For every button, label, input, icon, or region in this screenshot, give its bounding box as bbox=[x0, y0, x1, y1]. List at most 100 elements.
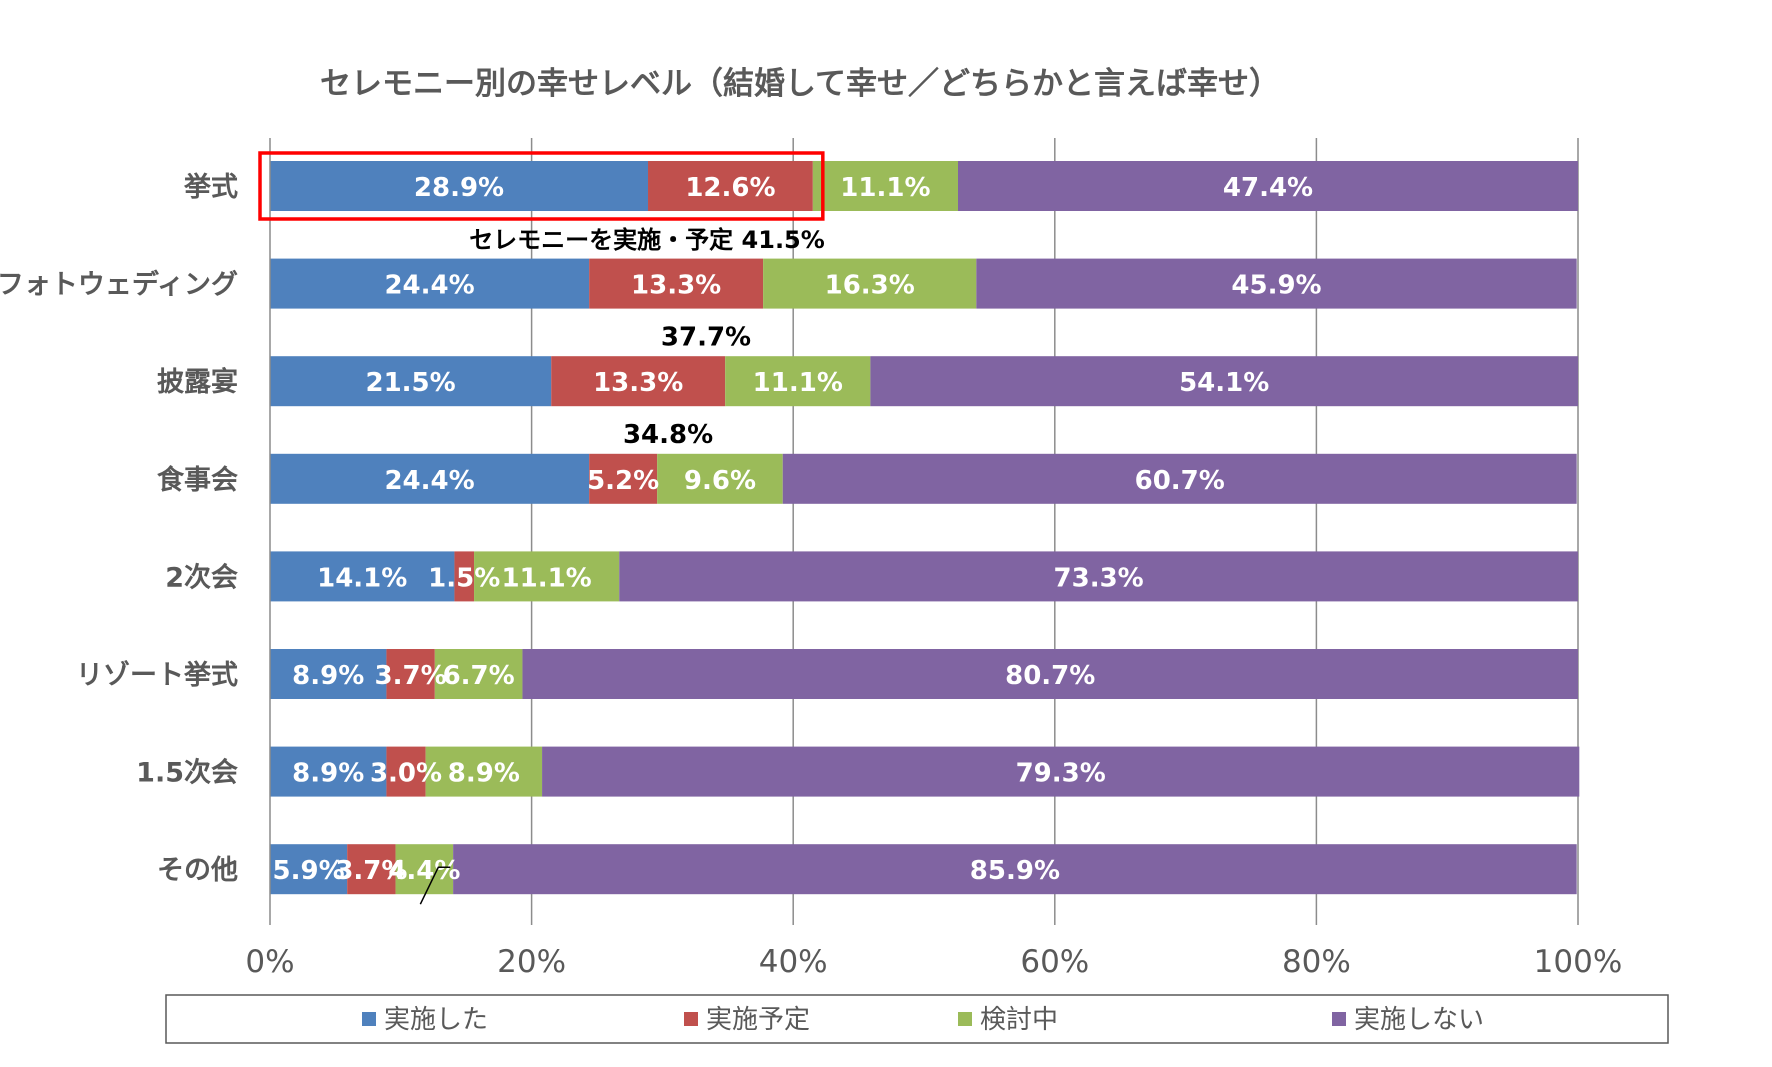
bar-segment bbox=[395, 844, 454, 895]
data-labels: 28.9% 12.6% 11.1% 47.4% 24.4% 13.3% 16.3% 45.9%… bbox=[273, 173, 1322, 886]
category-label: 2次会 bbox=[165, 562, 238, 593]
bar-segment bbox=[870, 356, 1578, 407]
bar-segment bbox=[270, 161, 649, 211]
bar-segment bbox=[454, 551, 475, 602]
data-label: 8.9% bbox=[292, 759, 364, 789]
data-label: 73.3% bbox=[1054, 563, 1144, 593]
data-label: 16.3% bbox=[825, 271, 915, 301]
legend-swatch bbox=[684, 1012, 698, 1026]
bar-segment bbox=[812, 161, 959, 211]
data-label: 14.1% bbox=[317, 563, 407, 593]
category-label: 食事会 bbox=[157, 464, 238, 496]
legend-swatch bbox=[1332, 1012, 1346, 1026]
leader-line bbox=[419, 866, 451, 905]
data-label: 11.1% bbox=[502, 563, 592, 593]
data-label: 8.9% bbox=[448, 759, 520, 789]
data-label: 5.9% bbox=[273, 856, 345, 886]
legend-label: 実施しない bbox=[1354, 1005, 1484, 1035]
data-label: 12.6% bbox=[685, 173, 775, 203]
legend-box bbox=[165, 994, 1669, 1044]
bar-segment bbox=[725, 356, 871, 407]
bar-segment bbox=[474, 551, 620, 602]
data-label: 60.7% bbox=[1135, 466, 1225, 496]
data-label: 11.1% bbox=[840, 173, 930, 203]
bar-segment bbox=[619, 551, 1578, 602]
bar-segment bbox=[542, 746, 1580, 797]
data-label: 24.4% bbox=[384, 466, 474, 496]
bar-segment bbox=[270, 258, 590, 309]
category-label: 披露宴 bbox=[157, 366, 238, 398]
highlight-box bbox=[258, 151, 825, 221]
bar-segment bbox=[270, 844, 348, 895]
data-label: 47.4% bbox=[1223, 173, 1313, 203]
bar-segment bbox=[958, 161, 1578, 211]
category-label: その他 bbox=[157, 855, 238, 886]
annotations: セレモニーを実施・予定 41.5% 37.7% 34.8% bbox=[258, 151, 825, 905]
data-label: 3.7% bbox=[375, 661, 447, 691]
x-tick-label: 100% bbox=[1534, 944, 1623, 980]
bar-segment bbox=[270, 649, 387, 699]
data-label: 54.1% bbox=[1179, 368, 1269, 398]
bar-segment bbox=[347, 844, 396, 895]
data-label: 21.5% bbox=[366, 368, 456, 398]
bar-segment bbox=[589, 258, 764, 309]
data-label: 1.5% bbox=[428, 563, 500, 593]
data-label: 3.0% bbox=[370, 759, 442, 789]
bar-segment bbox=[386, 649, 435, 699]
data-label: 79.3% bbox=[1016, 759, 1106, 789]
legend-swatch bbox=[362, 1012, 376, 1026]
x-tick-label: 60% bbox=[1020, 944, 1089, 980]
legend-swatch bbox=[958, 1012, 972, 1026]
bar-segment bbox=[782, 453, 1577, 504]
chart-title: セレモニー別の幸せレベル（結婚して幸せ／どちらかと言えば幸せ） bbox=[320, 66, 1280, 102]
x-tick-label: 80% bbox=[1282, 944, 1351, 980]
bar-segment bbox=[425, 746, 543, 797]
data-label: 9.6% bbox=[684, 466, 756, 496]
bar-segment bbox=[270, 746, 387, 797]
bar-segment bbox=[270, 356, 552, 407]
data-label: 6.7% bbox=[443, 661, 515, 691]
bars bbox=[270, 161, 1580, 895]
data-label: 24.4% bbox=[384, 271, 474, 301]
x-tick-label: 20% bbox=[497, 944, 566, 980]
data-label: 11.1% bbox=[753, 368, 843, 398]
legend: 実施した 実施予定 検討中 実施しない bbox=[165, 994, 1669, 1044]
category-label: 挙式 bbox=[183, 172, 238, 203]
bar-segment bbox=[453, 844, 1577, 895]
data-label: 13.3% bbox=[631, 271, 721, 301]
x-tick-label: 40% bbox=[759, 944, 828, 980]
legend-label: 実施予定 bbox=[706, 1005, 810, 1035]
bar-segment bbox=[657, 453, 783, 504]
data-label: 80.7% bbox=[1005, 661, 1095, 691]
bar-segment bbox=[270, 551, 455, 602]
data-label: 4.4% bbox=[388, 856, 460, 886]
data-label: 13.3% bbox=[593, 368, 683, 398]
bar-segment bbox=[976, 258, 1577, 309]
annotation-label: 37.7% bbox=[661, 323, 751, 353]
annotation-label: セレモニーを実施・予定 41.5% bbox=[469, 226, 825, 254]
legend-label: 検討中 bbox=[980, 1005, 1058, 1035]
annotation-label: 34.8% bbox=[623, 420, 713, 450]
category-label: リゾート挙式 bbox=[76, 660, 238, 691]
bar-segment bbox=[434, 649, 523, 699]
data-label: 8.9% bbox=[292, 661, 364, 691]
bar-segment bbox=[551, 356, 726, 407]
data-label: 5.2% bbox=[587, 466, 659, 496]
category-label: フォトウェディング bbox=[0, 269, 238, 301]
bar-segment bbox=[648, 161, 813, 211]
data-label: 28.9% bbox=[414, 173, 504, 203]
x-axis: 0% 20% 40% 60% 80% 100% bbox=[245, 138, 1622, 980]
bar-segment bbox=[522, 649, 1578, 699]
data-label: 3.7% bbox=[335, 856, 407, 886]
legend-label: 実施した bbox=[384, 1005, 488, 1035]
category-label: 1.5次会 bbox=[136, 758, 238, 789]
bar-segment bbox=[589, 453, 658, 504]
bar-segment bbox=[270, 453, 590, 504]
data-label: 45.9% bbox=[1231, 271, 1321, 301]
bar-segment bbox=[386, 746, 426, 797]
data-label: 85.9% bbox=[970, 856, 1060, 886]
bar-segment bbox=[763, 258, 977, 309]
